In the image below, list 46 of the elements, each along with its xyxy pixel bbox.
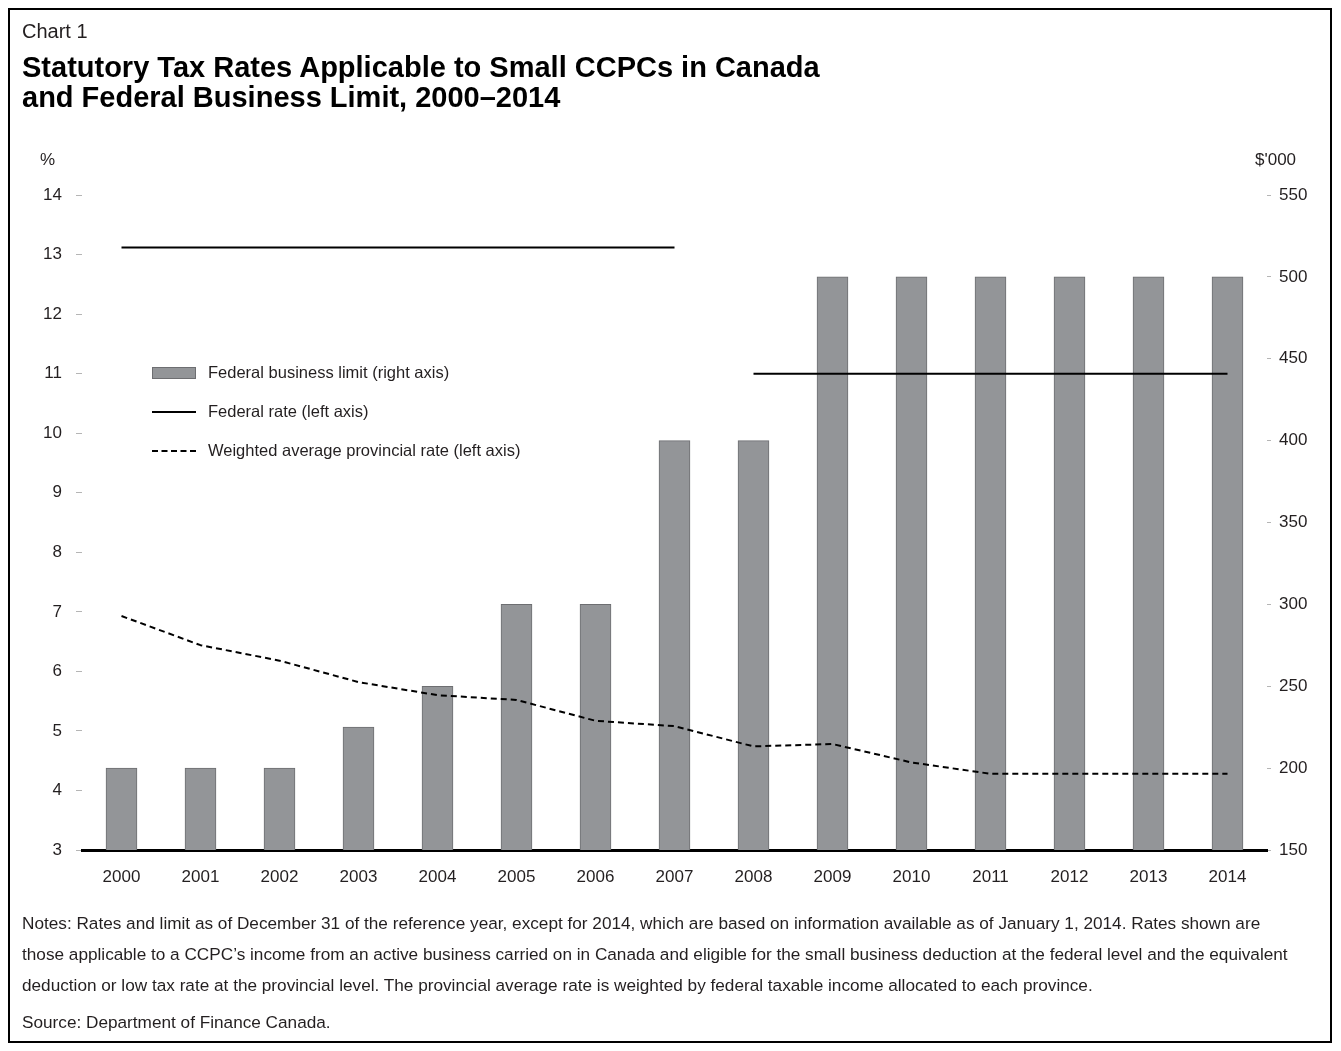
y2-tick-label: 200 (1279, 757, 1308, 777)
x-tick-label: 2002 (260, 866, 299, 886)
chart-title: Chart 1 (22, 19, 89, 44)
y-tick-label: 7 (52, 601, 62, 621)
text: Notes: Rates and limit as of December 31 of the reference year, except for 2014, which are based on information available as of January 1, 2014. Rates shown are those applicable to a CCPC’s income from an active business carried on in Canada and eligible for the small business deduction at the federal level and the equivalent deduction or low tax rate at the provincial level. The provincial average rate is weighted by federal taxable income allocated to each province. (22, 912, 1289, 997)
x-tick-label: 2010 (892, 866, 931, 886)
x-tick-label: 2008 (734, 866, 773, 886)
y2-tick-label: 300 (1279, 594, 1308, 614)
x-tick-label: 2009 (813, 866, 852, 886)
x-tick-label: 2013 (1129, 866, 1168, 886)
legend-label: Federal business limit (right axis) (208, 363, 450, 382)
legend-label: Weighted average provincial rate (left axis) (208, 441, 521, 460)
y2-tick-label: 350 (1279, 512, 1308, 532)
y-axis-title: % (40, 150, 56, 170)
x-tick-label: 2000 (102, 866, 141, 886)
x-tick-label: 2004 (418, 866, 457, 886)
x-tick-label: 2014 (1208, 866, 1247, 886)
y2-tick-label: 250 (1279, 675, 1308, 695)
y2-axis-title: $'000 (1255, 150, 1297, 170)
y-tick-label: 3 (52, 839, 62, 859)
y-tick-label: 12 (43, 303, 62, 323)
chart-subtitle: Statutory Tax Rates Applicable to Small CCPCs in Canada and Federal Business Limit, 2000–2014 (22, 51, 821, 113)
line-series (120, 614, 1229, 775)
x-tick-label: 2012 (1050, 866, 1089, 886)
y2-tick-label: 550 (1279, 184, 1308, 204)
x-tick-label: 2003 (339, 866, 378, 886)
y-tick-label: 13 (43, 244, 62, 264)
y-tick-label: 9 (52, 482, 62, 502)
x-tick-label: 2007 (655, 866, 694, 886)
source-note: Source: Department of Finance Canada. (22, 1011, 332, 1034)
y2-tick-label: 400 (1279, 430, 1308, 450)
y-tick-label: 8 (52, 541, 62, 561)
y-tick-label: 10 (43, 422, 62, 442)
x-tick-label: 2006 (576, 866, 615, 886)
y2-tick-label: 150 (1279, 839, 1308, 859)
y-tick-label: 5 (52, 720, 62, 740)
x-tick-label: 2001 (181, 866, 220, 886)
y2-tick-label: 450 (1279, 348, 1308, 368)
y-tick-label: 14 (43, 184, 62, 204)
y-tick-label: 11 (44, 363, 62, 383)
legend-label: Federal rate (left axis) (208, 402, 369, 421)
x-tick-label: 2011 (972, 866, 1009, 886)
x-tick-label: 2005 (497, 866, 536, 886)
y-tick-label: 6 (52, 661, 62, 681)
y-tick-label: 4 (52, 780, 62, 800)
y2-tick-label: 500 (1279, 266, 1308, 286)
